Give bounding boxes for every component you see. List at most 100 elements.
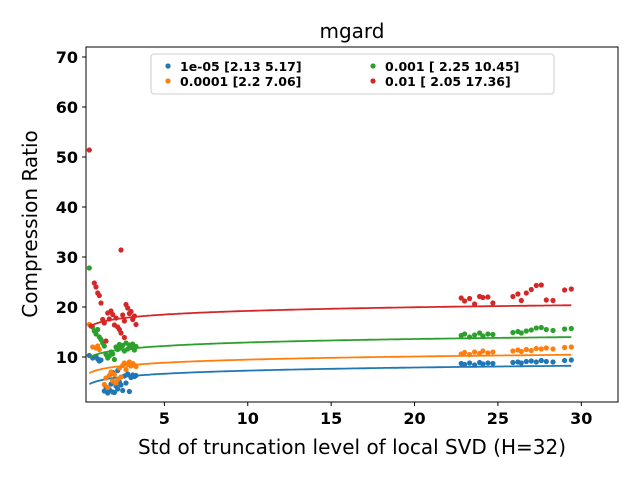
data-point-series-3-31 [462,298,468,304]
data-point-series-3-39 [515,291,521,297]
data-point-series-3-5 [96,292,102,299]
plot-area [86,147,574,396]
data-point-series-3-42 [528,286,534,293]
data-point-series-2-46 [568,325,574,332]
data-point-series-0-20 [125,371,131,377]
y-axis: 10 20 30 40 50 60 70 [56,48,86,367]
data-point-series-1-39 [538,346,544,352]
data-point-series-2-31 [472,332,478,338]
data-point-series-3-41 [523,290,529,296]
fit-curve-series-2 [88,336,572,359]
data-point-series-0-45 [562,357,568,364]
data-point-series-3-30 [458,295,464,301]
data-point-series-1-4 [96,346,102,353]
data-point-series-2-36 [510,329,516,336]
data-point-series-0-19 [123,380,129,386]
data-point-series-2-38 [518,330,524,336]
data-point-series-3-35 [480,294,486,301]
data-point-series-1-40 [543,345,549,351]
data-point-series-2-40 [528,327,534,333]
data-point-series-3-19 [120,312,126,318]
data-point-series-3-43 [533,282,539,289]
data-point-series-3-33 [472,301,478,307]
data-point-series-2-44 [550,327,556,334]
data-point-series-1-43 [568,344,574,350]
data-point-series-3-48 [568,286,574,292]
legend-box [150,53,555,95]
data-point-series-1-28 [472,349,478,355]
data-point-series-2-4 [95,326,101,333]
data-point-series-0-29 [462,361,468,368]
x-tick-label-1: 10 [237,409,259,428]
data-point-series-0-5 [98,357,104,363]
data-point-series-2-42 [538,324,544,331]
legend-marker-1 [165,78,171,84]
data-point-series-0-12 [111,389,117,396]
data-point-series-2-41 [533,325,539,331]
data-point-series-0-30 [467,360,473,366]
data-point-series-3-0 [86,147,92,153]
y-tick-label-3: 40 [56,198,78,217]
data-point-series-3-22 [125,305,131,311]
data-point-series-0-33 [480,361,486,367]
data-point-series-0-14 [115,386,121,392]
data-point-series-0-21 [126,388,132,395]
data-point-series-1-26 [462,349,468,356]
data-point-series-0-17 [120,387,126,394]
data-point-series-3-20 [121,318,127,324]
data-point-series-3-32 [467,295,473,302]
data-point-series-0-36 [510,359,516,366]
data-point-series-0-38 [518,360,524,366]
x-tick-label-5: 30 [570,409,592,428]
data-point-series-2-39 [523,328,529,334]
y-tick-label-4: 50 [56,148,78,167]
data-point-series-3-2 [91,280,97,286]
data-point-series-1-7 [105,384,111,391]
data-point-series-3-28 [118,330,124,336]
data-point-series-2-3 [93,331,99,337]
data-point-series-0-43 [543,358,549,365]
data-point-series-0-44 [550,359,556,365]
data-point-series-2-29 [462,331,468,337]
data-point-series-1-15 [118,374,124,380]
y-tick-label-2: 30 [56,248,78,267]
data-point-series-2-45 [562,326,568,332]
data-point-series-1-37 [528,347,534,354]
data-point-series-3-37 [490,300,496,306]
chart-title: mgard [320,19,385,43]
data-point-series-0-16 [118,382,124,388]
y-tick-label-5: 60 [56,98,78,117]
data-point-series-3-18 [118,247,124,253]
data-point-series-1-11 [111,371,117,378]
y-tick-label-6: 70 [56,48,78,67]
data-point-series-0-42 [538,357,544,364]
data-point-series-1-33 [510,348,516,354]
fit-curve-series-3 [88,304,572,328]
x-tick-label-2: 15 [320,409,342,428]
data-point-series-1-38 [533,345,539,352]
data-point-series-0-40 [528,358,534,364]
data-point-series-1-36 [523,346,529,353]
legend: 1e-05 [2.13 5.17]0.0001 [2.2 7.06] 0.001 … [150,53,555,95]
legend-marker-0 [165,63,171,69]
data-point-series-2-35 [490,331,496,338]
y-axis-label: Compression Ratio [18,130,42,317]
data-point-series-1-31 [485,350,491,356]
data-point-series-3-27 [133,321,139,328]
data-point-series-1-30 [480,348,486,354]
data-point-series-3-38 [510,293,516,300]
data-point-series-3-24 [128,308,134,315]
y-tick-label-0: 10 [56,348,78,367]
data-point-series-0-35 [490,360,496,367]
data-point-series-2-43 [543,326,549,333]
legend-label-0: 1e-05 [2.13 5.17] [180,59,302,74]
data-point-series-3-6 [98,300,104,306]
fit-curve-series-0 [88,364,572,385]
data-point-series-2-0 [86,265,92,271]
x-tick-label-3: 20 [403,409,425,428]
data-point-series-2-13 [110,351,116,357]
data-point-series-0-41 [533,359,539,365]
data-point-series-1-42 [562,344,568,351]
fit-curve-series-1 [88,353,572,374]
